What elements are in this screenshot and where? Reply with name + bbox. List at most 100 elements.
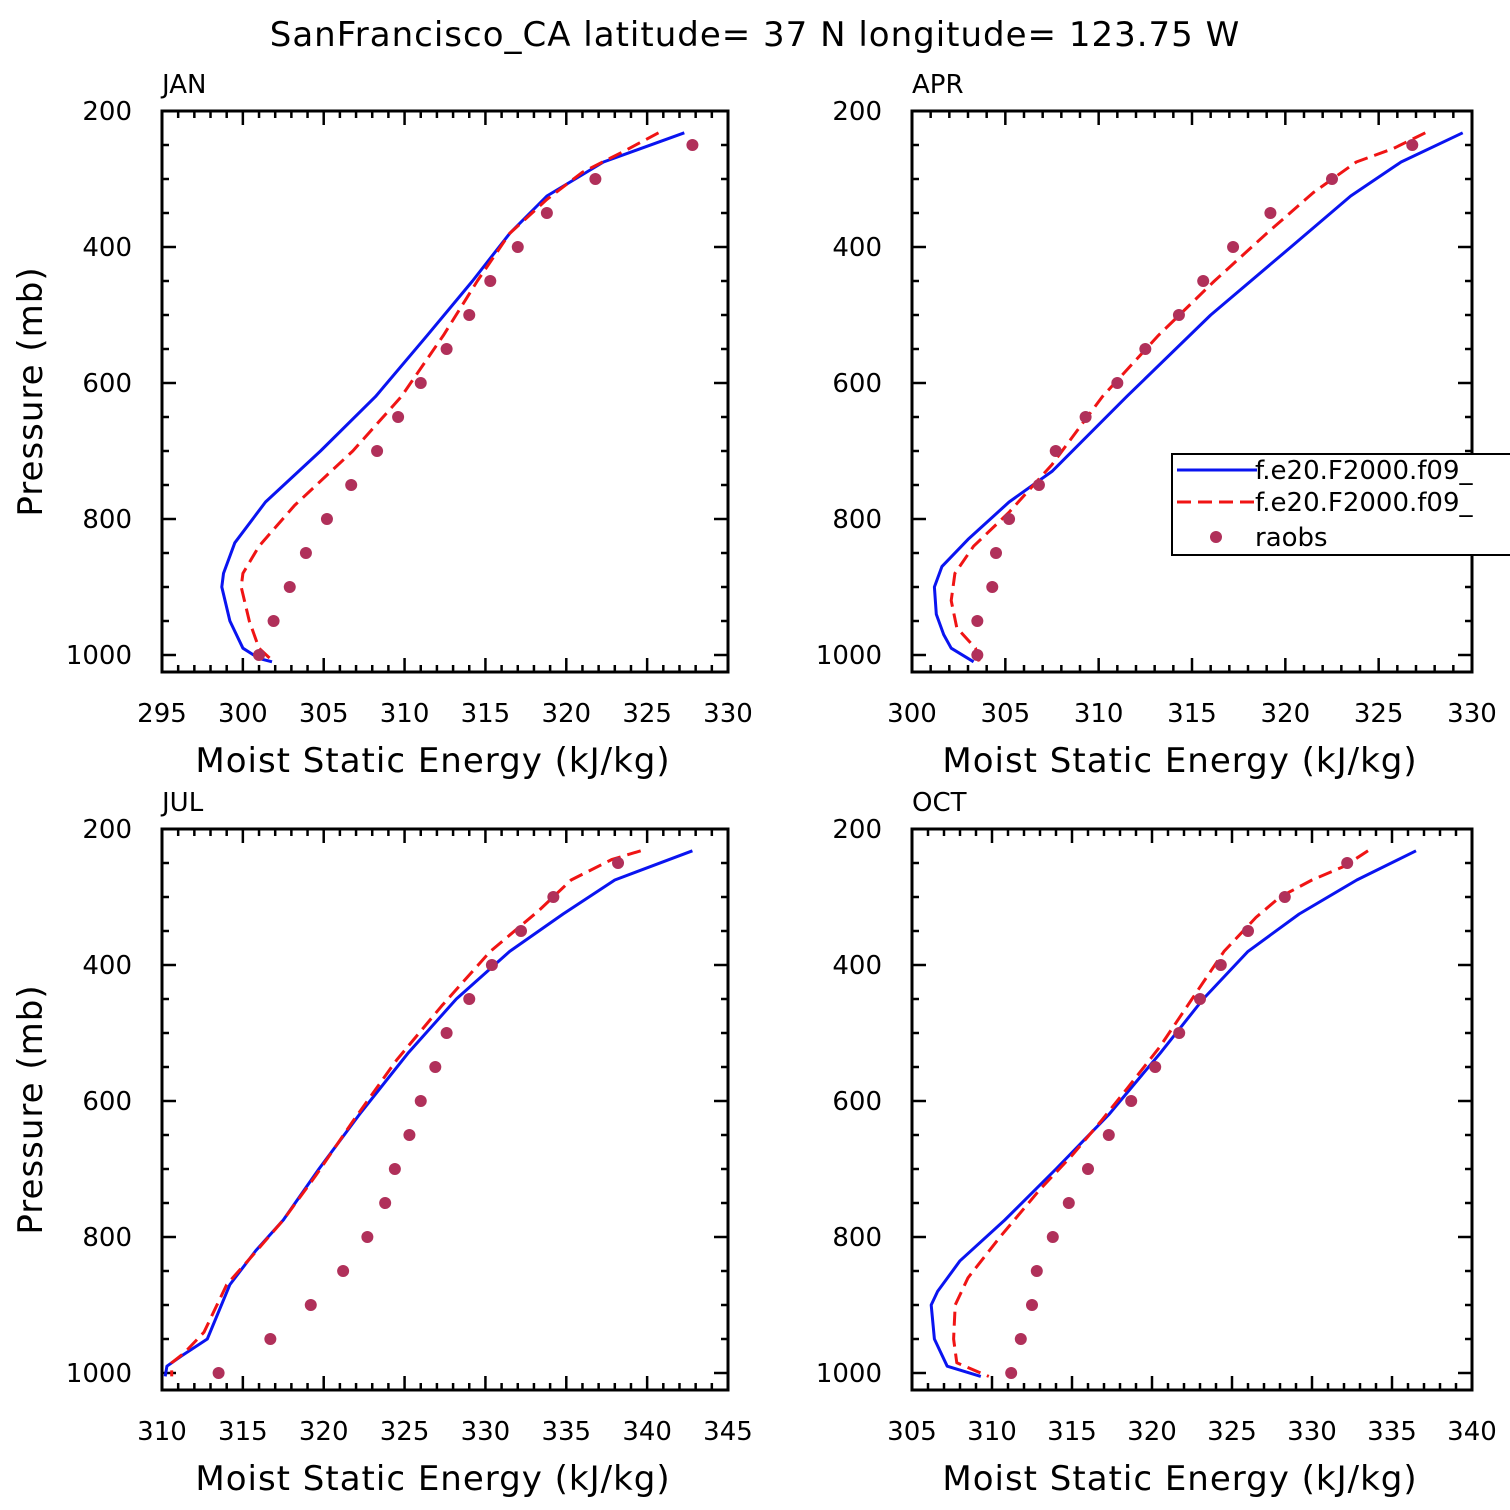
y-tick-label: 400 — [832, 233, 882, 263]
y-tick-label: 800 — [82, 505, 132, 535]
x-tick-label: 300 — [218, 699, 268, 729]
raobs-point — [1406, 139, 1419, 151]
y-tick-label: 400 — [82, 233, 132, 263]
raobs-point — [484, 275, 497, 287]
x-tick-label: 310 — [967, 1417, 1017, 1447]
y-tick-label: 1000 — [66, 641, 132, 671]
raobs-point — [1264, 207, 1277, 219]
y-tick-label: 200 — [832, 815, 882, 845]
x-tick-label: 315 — [218, 1417, 268, 1447]
x-axis-label: Moist Static Energy (kJ/kg) — [195, 741, 670, 781]
raobs-point — [264, 1333, 277, 1345]
raobs-point — [515, 925, 528, 937]
raobs-point — [1341, 857, 1354, 869]
y-tick-label: 600 — [832, 1087, 882, 1117]
raobs-point — [1049, 445, 1062, 457]
x-tick-label: 345 — [703, 1417, 753, 1447]
x-tick-label: 330 — [1447, 699, 1497, 729]
data-area — [929, 849, 1417, 1379]
x-tick-label: 310 — [1074, 699, 1124, 729]
x-tick-label: 295 — [137, 699, 187, 729]
raobs-point — [589, 173, 602, 185]
raobs-point — [1194, 993, 1206, 1005]
y-tick-label: 200 — [82, 815, 132, 845]
raobs-point — [971, 615, 984, 627]
raobs-point — [361, 1231, 374, 1243]
y-tick-label: 1000 — [816, 1359, 882, 1389]
raobs-point — [379, 1197, 392, 1209]
raobs-point — [1062, 1197, 1075, 1209]
raobs-point — [1278, 891, 1291, 903]
y-tick-label: 600 — [82, 369, 132, 399]
raobs-point — [511, 241, 524, 253]
y-tick-label: 200 — [832, 97, 882, 127]
y-tick-label: 600 — [832, 369, 882, 399]
legend-label: f.e20.F2000.f09_ — [1255, 488, 1473, 518]
x-tick-label: 310 — [137, 1417, 187, 1447]
raobs-point — [1197, 275, 1210, 287]
raobs-point — [990, 547, 1002, 559]
raobs-point — [463, 309, 476, 321]
raobs-point — [1026, 1299, 1038, 1311]
x-tick-label: 335 — [541, 1417, 591, 1447]
y-tick-label: 400 — [82, 951, 132, 981]
raobs-point — [414, 1095, 427, 1107]
raobs-point — [320, 513, 333, 525]
y-axis-label: Pressure (mb) — [11, 984, 51, 1234]
panel-label: APR — [912, 70, 964, 100]
raobs-point — [1111, 377, 1124, 389]
x-tick-label: 325 — [622, 699, 672, 729]
raobs-point — [540, 207, 553, 219]
chart-panel-jul: JUL 310 315 320 325 330 335 340 345 200 400 600 800 1… — [11, 788, 753, 1499]
raobs-point — [345, 479, 358, 491]
raobs-point — [612, 857, 625, 869]
legend-label: f.e20.F2000.f09_ — [1255, 456, 1473, 486]
x-tick-label: 320 — [299, 1417, 349, 1447]
data-area — [932, 131, 1464, 664]
raobs-point — [414, 377, 427, 389]
raobs-point — [1227, 241, 1240, 253]
series-line-dashed — [949, 131, 1426, 663]
raobs-point — [1030, 1265, 1043, 1277]
raobs-point — [1046, 1231, 1059, 1243]
raobs-point — [1003, 513, 1016, 525]
x-tick-label: 315 — [461, 699, 511, 729]
raobs-point — [1139, 343, 1152, 355]
x-tick-label: 300 — [887, 699, 937, 729]
y-tick-label: 400 — [832, 951, 882, 981]
chart-panel-oct: OCT 305 310 315 320 325 330 335 340 200 400 600 800 1… — [816, 788, 1497, 1499]
raobs-point — [440, 1027, 453, 1039]
raobs-point — [1102, 1129, 1115, 1141]
plot-frame — [160, 109, 730, 674]
raobs-point — [1326, 173, 1338, 185]
raobs-point — [403, 1129, 416, 1141]
data-area — [163, 849, 693, 1379]
raobs-point — [267, 615, 280, 627]
x-tick-label: 340 — [1447, 1417, 1497, 1447]
x-tick-label: 305 — [981, 699, 1031, 729]
series-line-solid — [929, 849, 1417, 1378]
x-tick-label: 320 — [541, 699, 591, 729]
raobs-point — [253, 649, 266, 661]
series-line-dashed — [952, 849, 1369, 1378]
plot-frame — [910, 827, 1474, 1392]
raobs-point — [1005, 1367, 1018, 1379]
raobs-point — [392, 411, 405, 423]
x-tick-label: 325 — [380, 1417, 430, 1447]
x-tick-label: 320 — [1261, 699, 1311, 729]
legend-marker — [1210, 531, 1222, 543]
legend-label: raobs — [1255, 523, 1328, 553]
x-tick-label: 330 — [1287, 1417, 1337, 1447]
x-tick-label: 325 — [1354, 699, 1404, 729]
y-tick-label: 200 — [82, 97, 132, 127]
x-tick-label: 320 — [1127, 1417, 1177, 1447]
raobs-point — [485, 959, 498, 971]
x-tick-label: 340 — [622, 1417, 672, 1447]
x-axis-label: Moist Static Energy (kJ/kg) — [195, 1459, 670, 1499]
y-tick-label: 600 — [82, 1087, 132, 1117]
data-area — [220, 131, 699, 664]
y-axis-label: Pressure (mb) — [11, 266, 51, 516]
panel-label: JAN — [160, 70, 206, 100]
raobs-point — [1082, 1163, 1094, 1175]
